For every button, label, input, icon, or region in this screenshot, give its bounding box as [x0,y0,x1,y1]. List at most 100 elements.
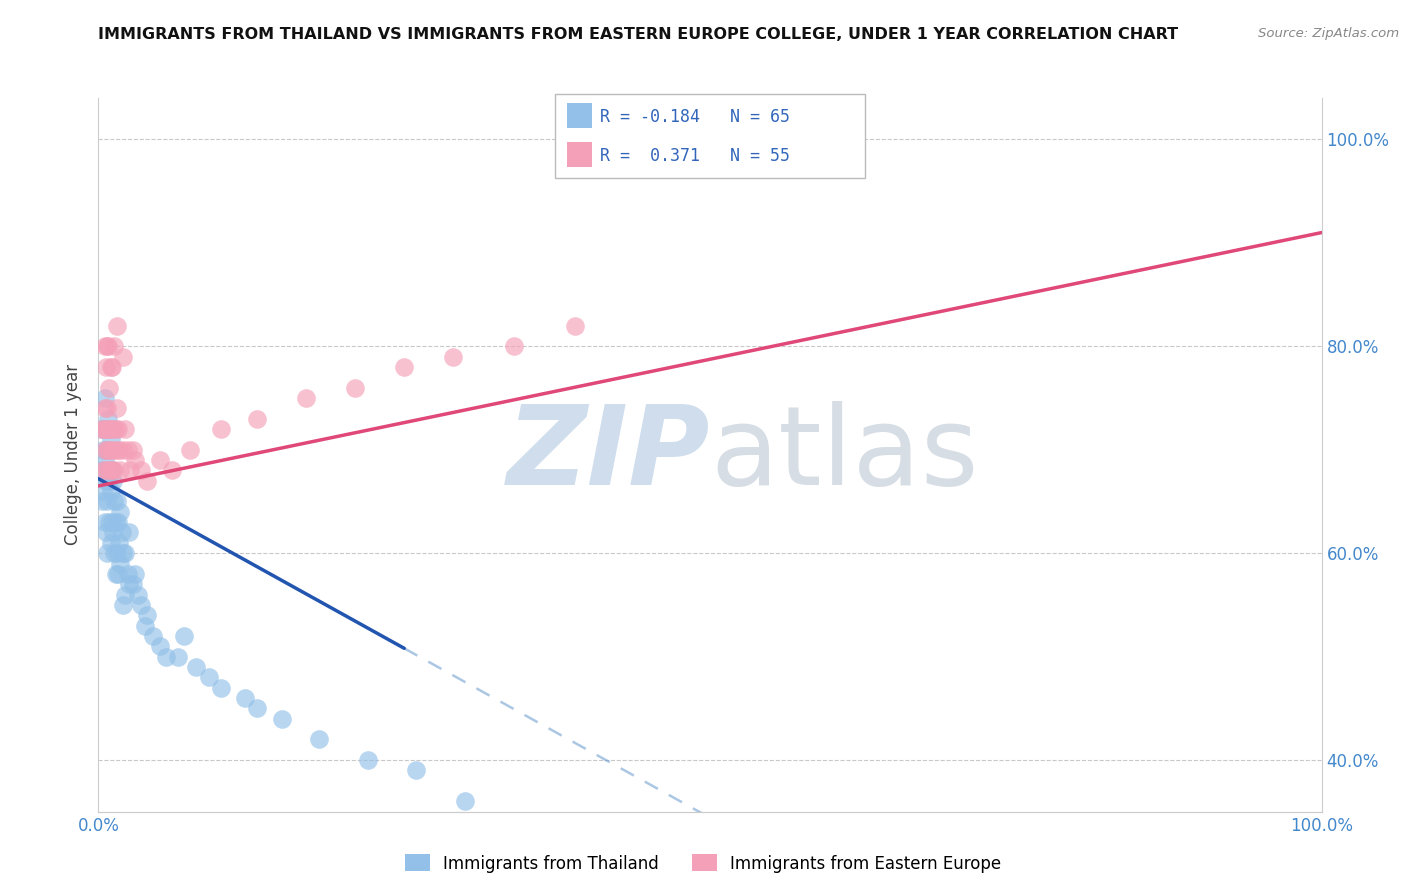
Point [124,453,146,467]
Point [117,566,139,581]
Point [155,649,177,664]
Point [93,391,115,405]
Point [124,566,146,581]
Point [100,422,122,436]
Point [110,463,132,477]
Point [97,422,120,436]
Point [136,474,159,488]
Text: R =  0.371   N = 55: R = 0.371 N = 55 [600,147,790,165]
Point [270,712,294,726]
Point [107,422,129,436]
Point [114,588,136,602]
Point [91,442,114,457]
Point [111,442,134,457]
Point [98,515,121,529]
Point [96,494,118,508]
Point [564,318,586,333]
Point [120,463,142,477]
Point [117,442,139,457]
Point [405,764,427,778]
Point [246,411,269,425]
Point [104,422,127,436]
Point [129,598,152,612]
Point [142,629,165,643]
Point [108,442,131,457]
Point [97,463,120,477]
Point [105,401,128,416]
Point [96,442,118,457]
Point [356,753,378,767]
Point [100,463,122,477]
Point [91,422,114,436]
Point [129,463,152,477]
Point [100,536,122,550]
Point [91,494,114,508]
Point [96,401,118,416]
Point [101,515,124,529]
Point [503,339,526,353]
Text: atlas: atlas [710,401,979,508]
Point [111,350,134,364]
Point [209,681,232,695]
Point [101,463,124,477]
Point [97,474,120,488]
Point [233,690,256,705]
Point [101,463,124,477]
Point [111,546,134,560]
Point [107,515,129,529]
Point [104,515,127,529]
Point [91,463,114,477]
Point [160,463,183,477]
Point [110,557,132,571]
Point [121,442,143,457]
Point [96,442,118,457]
Point [91,484,114,499]
Text: R = -0.184   N = 65: R = -0.184 N = 65 [600,108,790,126]
Point [118,577,141,591]
Point [94,463,117,477]
Point [103,339,125,353]
Point [97,339,120,353]
Point [98,381,121,395]
Point [93,442,115,457]
Point [97,411,120,425]
Point [93,401,115,416]
Point [105,494,128,508]
Point [108,536,131,550]
Point [114,546,136,560]
Point [149,453,172,467]
Point [103,463,125,477]
Point [110,505,132,519]
Legend: Immigrants from Thailand, Immigrants from Eastern Europe: Immigrants from Thailand, Immigrants fro… [398,847,1008,880]
Point [105,442,128,457]
Point [101,442,124,457]
Point [197,670,219,684]
Point [93,453,115,467]
Point [134,618,156,632]
Point [173,629,195,643]
Point [98,463,121,477]
Point [96,546,118,560]
Point [167,649,190,664]
Point [295,391,318,405]
Point [91,463,114,477]
Point [111,525,134,540]
Point [90,422,112,436]
Point [94,359,117,374]
Point [101,474,124,488]
Point [100,359,122,374]
Point [101,525,124,540]
Point [209,422,232,436]
Point [94,525,117,540]
Point [103,546,125,560]
Text: Source: ZipAtlas.com: Source: ZipAtlas.com [1258,27,1399,40]
Point [104,566,127,581]
Point [100,433,122,447]
Point [114,422,136,436]
Point [94,474,117,488]
Point [94,422,117,436]
Point [103,494,125,508]
Point [98,422,121,436]
Point [94,422,117,436]
Point [93,339,115,353]
